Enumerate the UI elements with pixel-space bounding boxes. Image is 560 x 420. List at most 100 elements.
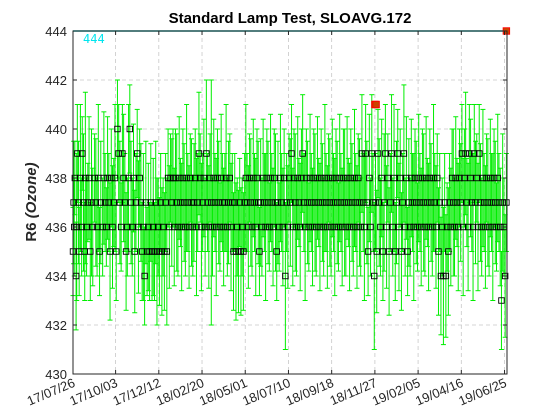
data-point bbox=[348, 199, 356, 206]
data-markers bbox=[69, 27, 511, 304]
data-point bbox=[326, 199, 334, 206]
data-point bbox=[320, 223, 327, 231]
data-point bbox=[119, 150, 126, 157]
data-point bbox=[175, 174, 183, 182]
data-point bbox=[258, 223, 266, 231]
data-point bbox=[474, 223, 482, 231]
data-point bbox=[306, 174, 314, 182]
data-point bbox=[435, 248, 442, 255]
data-point bbox=[411, 174, 419, 182]
data-point bbox=[215, 199, 222, 206]
data-point bbox=[210, 174, 217, 182]
data-point bbox=[467, 174, 474, 182]
data-point bbox=[390, 174, 398, 182]
data-point bbox=[480, 199, 488, 206]
data-point bbox=[384, 174, 392, 182]
y-axis-label-italic: (Ozone) bbox=[23, 162, 40, 218]
data-point bbox=[379, 248, 387, 255]
data-point bbox=[113, 248, 120, 255]
data-point bbox=[362, 150, 369, 157]
data-point bbox=[268, 199, 275, 206]
data-point bbox=[127, 199, 135, 206]
data-point bbox=[424, 199, 431, 206]
data-point bbox=[287, 199, 294, 206]
data-point bbox=[436, 199, 443, 206]
data-point bbox=[466, 150, 473, 157]
data-point bbox=[456, 174, 463, 182]
data-point bbox=[138, 248, 146, 255]
data-point bbox=[80, 199, 87, 206]
data-point bbox=[189, 223, 196, 231]
data-point bbox=[245, 223, 252, 231]
data-point bbox=[204, 199, 211, 206]
data-point bbox=[227, 223, 235, 231]
data-point bbox=[259, 174, 267, 182]
data-point bbox=[163, 248, 171, 255]
data-point bbox=[392, 248, 399, 255]
data-point bbox=[220, 223, 227, 231]
data-point bbox=[415, 174, 422, 182]
data-point bbox=[405, 199, 413, 206]
data-point bbox=[304, 199, 311, 206]
data-point bbox=[179, 174, 187, 182]
data-point bbox=[277, 174, 284, 182]
data-point bbox=[129, 223, 136, 231]
data-point bbox=[190, 199, 198, 206]
data-point bbox=[298, 174, 305, 182]
data-point bbox=[242, 174, 250, 182]
data-point bbox=[408, 174, 415, 182]
data-point bbox=[256, 248, 263, 255]
data-point bbox=[187, 174, 194, 182]
data-point bbox=[438, 223, 446, 231]
data-point bbox=[120, 174, 127, 182]
data-point bbox=[342, 223, 350, 231]
y-tick-label: 440 bbox=[45, 122, 67, 137]
data-point bbox=[373, 248, 380, 255]
data-point bbox=[489, 223, 497, 231]
data-point bbox=[278, 199, 285, 206]
data-point bbox=[222, 174, 230, 182]
data-point bbox=[334, 199, 341, 206]
data-point bbox=[374, 150, 382, 157]
y-tick-label: 430 bbox=[45, 367, 67, 382]
data-point bbox=[147, 199, 154, 206]
data-point bbox=[75, 199, 82, 206]
data-point bbox=[335, 223, 342, 231]
data-point bbox=[403, 174, 410, 182]
data-point bbox=[336, 174, 343, 182]
data-point bbox=[231, 199, 238, 206]
data-point bbox=[280, 174, 288, 182]
data-point bbox=[183, 174, 190, 182]
data-point bbox=[309, 223, 316, 231]
data-point bbox=[136, 174, 143, 182]
data-point bbox=[393, 199, 400, 206]
data-point bbox=[419, 174, 426, 182]
data-point bbox=[116, 199, 124, 206]
data-point bbox=[461, 174, 468, 182]
data-point bbox=[267, 174, 274, 182]
data-point bbox=[248, 223, 256, 231]
y-axis-ticks: 430 432 434 436 438 440 442 444 bbox=[45, 24, 507, 382]
data-point bbox=[372, 199, 379, 206]
data-point bbox=[266, 223, 273, 231]
data-point bbox=[168, 199, 175, 206]
data-point bbox=[79, 150, 86, 157]
data-point bbox=[425, 223, 432, 231]
data-point bbox=[96, 248, 103, 255]
data-point bbox=[279, 223, 287, 231]
data-point bbox=[492, 199, 499, 206]
data-point bbox=[87, 248, 94, 255]
data-point bbox=[346, 223, 353, 231]
data-point bbox=[131, 248, 138, 255]
data-point bbox=[224, 223, 231, 231]
data-point bbox=[355, 174, 362, 182]
data-point bbox=[448, 174, 456, 182]
data-point bbox=[283, 199, 290, 206]
data-point bbox=[457, 199, 464, 206]
data-point bbox=[325, 174, 332, 182]
data-point bbox=[261, 199, 268, 206]
data-point bbox=[311, 199, 319, 206]
data-point bbox=[341, 199, 348, 206]
data-point bbox=[417, 223, 425, 231]
